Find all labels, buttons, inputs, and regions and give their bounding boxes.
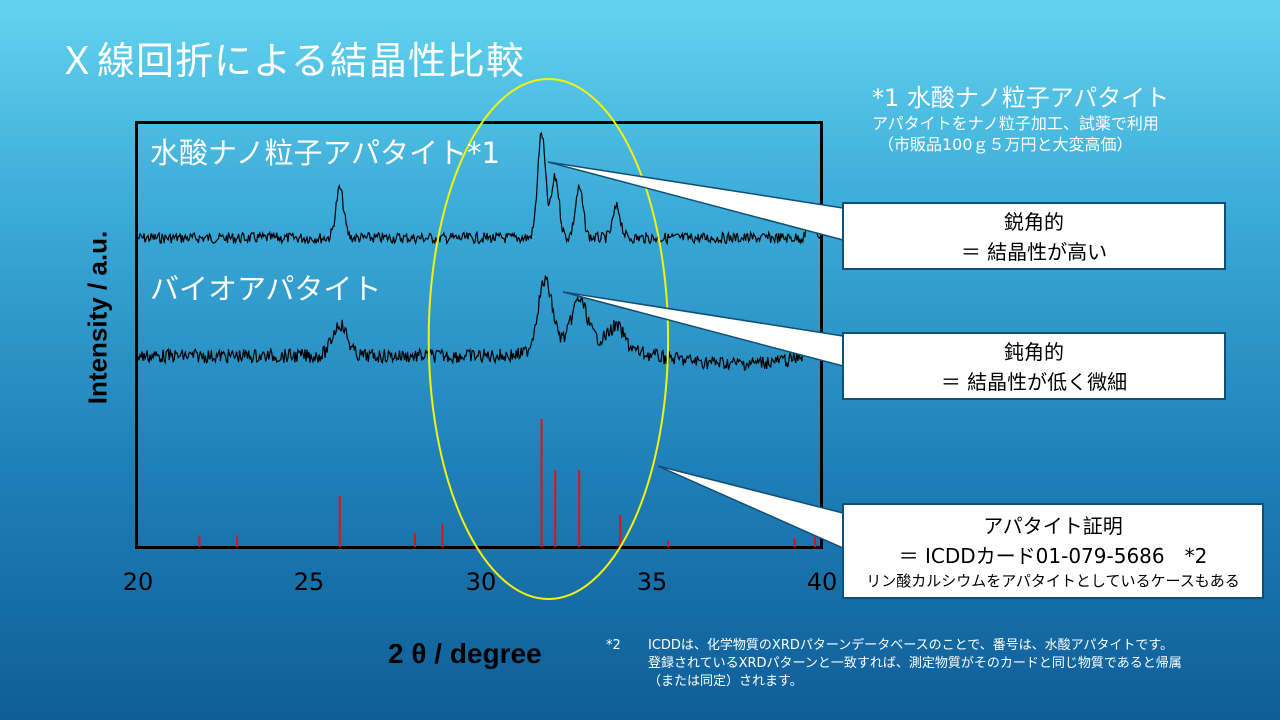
y-axis-label: Intensity / a.u. xyxy=(82,230,113,405)
x-tick-label: 40 xyxy=(806,568,838,596)
series-label-bio-apatite: バイオアパタイト xyxy=(150,272,382,306)
footnote-line-2: 登録されているXRDパターンと一致すれば、測定物質がそのカードと同じ物質であると… xyxy=(648,656,1182,671)
callout-line-1: アパタイト証明 xyxy=(983,514,1123,538)
callout-sharp-peaks: 鋭角的 ＝ 結晶性が高い xyxy=(842,202,1226,270)
series-label-nano-apatite: 水酸ナノ粒子アパタイト*1 xyxy=(150,136,500,170)
callout-pointer xyxy=(562,291,844,367)
slide-title: Ｘ線回折による結晶性比較 xyxy=(58,39,525,83)
callout-apatite-proof: アパタイト証明 ＝ ICDDカード01-079-5686 *2 リン酸カルシウム… xyxy=(842,503,1264,599)
callout-line-2: ＝ 結晶性が低く微細 xyxy=(940,370,1128,394)
callout-line-2: ＝ ICDDカード01-079-5686 *2 xyxy=(898,544,1208,568)
xrd-line-series-0 xyxy=(137,131,823,246)
x-tick-label: 35 xyxy=(636,568,668,596)
footnote: *2 ICDDは、化学物質のXRDパターンデータベースのことで、番号は、水酸アパ… xyxy=(606,637,1266,691)
note-nano-apatite: *1 水酸ナノ粒子アパタイト アパタイトをナノ粒子加工、試薬で利用 （市販品10… xyxy=(872,78,1169,155)
footnote-line-3: （または同定）されます。 xyxy=(648,674,803,689)
note-line-2: （市販品100ｇ５万円と大変高価） xyxy=(878,135,1133,154)
xrd-line-series-1 xyxy=(137,275,823,372)
callout-line-3: リン酸カルシウムをアパタイトとしているケースもある xyxy=(866,572,1240,590)
callout-line-1: 鈍角的 xyxy=(1004,340,1064,364)
callout-line-2: ＝ 結晶性が高い xyxy=(960,240,1108,264)
note-title: *1 水酸ナノ粒子アパタイト xyxy=(872,84,1170,112)
footnote-line-1: ICDDは、化学物質のXRDパターンデータベースのことで、番号は、水酸アパタイト… xyxy=(648,638,1174,653)
x-tick-label: 30 xyxy=(465,568,497,596)
x-tick-label: 20 xyxy=(122,568,154,596)
highlight-ellipse xyxy=(427,78,670,600)
callout-line-1: 鋭角的 xyxy=(1004,210,1064,234)
callout-broad-peaks: 鈍角的 ＝ 結晶性が低く微細 xyxy=(842,332,1226,400)
callout-pointer xyxy=(547,161,844,241)
footnote-mark: *2 xyxy=(606,638,621,653)
x-tick-label: 25 xyxy=(293,568,325,596)
x-axis-label: 2 θ / degree xyxy=(388,638,542,669)
note-line-1: アパタイトをナノ粒子加工、試薬で利用 xyxy=(872,114,1159,133)
callout-pointer xyxy=(657,465,844,550)
